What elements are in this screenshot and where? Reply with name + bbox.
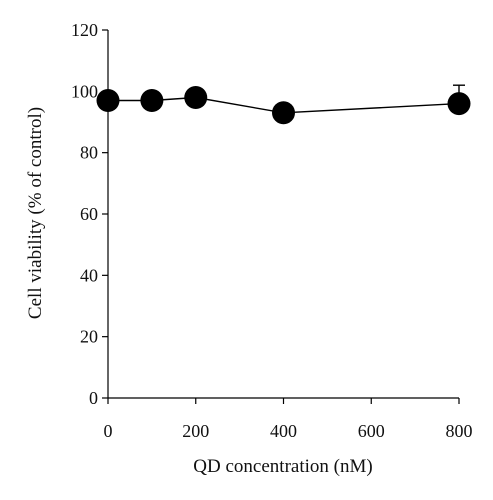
y-tick-label: 40: [80, 265, 98, 285]
data-point: [447, 92, 471, 116]
y-ticks: 0 20 40 60 80 100 120: [71, 20, 108, 408]
axes: [107, 30, 459, 399]
x-tick-label: 400: [270, 421, 297, 441]
y-tick-label: 0: [89, 388, 98, 408]
y-tick-label: 20: [80, 327, 98, 347]
x-axis-title: QD concentration (nM): [193, 456, 372, 477]
y-tick-label: 60: [80, 204, 98, 224]
x-tick-label: 800: [446, 421, 473, 441]
data-point: [96, 89, 120, 113]
y-tick-label: 100: [71, 81, 98, 101]
x-tick-label: 200: [182, 421, 209, 441]
x-tick-label: 0: [104, 421, 113, 441]
y-tick-label: 80: [80, 143, 98, 163]
y-tick-label: 120: [71, 20, 98, 40]
x-tick-label: 600: [358, 421, 385, 441]
x-ticks: 0 200 400 600 800: [104, 398, 473, 441]
data-point: [184, 85, 208, 109]
y-axis-title: Cell viability (% of control): [25, 107, 46, 319]
data-point: [140, 89, 164, 113]
data-point: [272, 101, 295, 125]
data-series: [96, 84, 471, 125]
